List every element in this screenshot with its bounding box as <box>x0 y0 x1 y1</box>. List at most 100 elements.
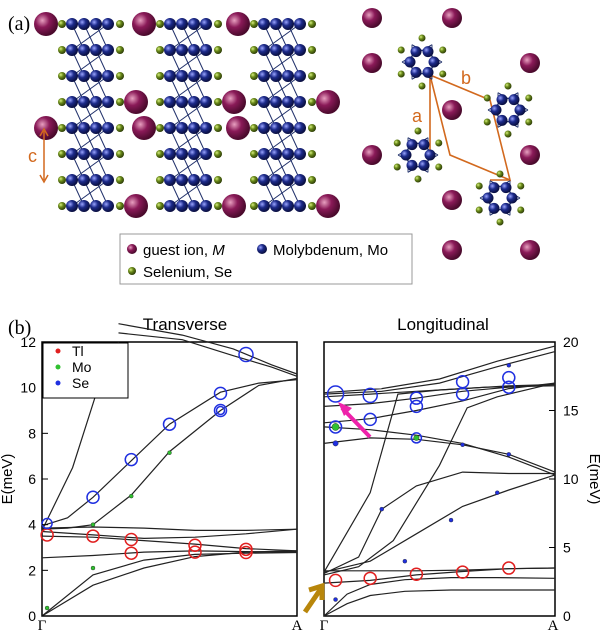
molybdenum-atom <box>508 94 520 106</box>
molybdenum-atom <box>294 148 306 160</box>
molybdenum-atom <box>164 200 176 212</box>
guest-ion-atom <box>442 8 462 28</box>
y-tick-label: 4 <box>28 517 36 533</box>
y-axis-label-left: E(meV) <box>0 454 16 505</box>
data-point-mo <box>44 605 50 611</box>
molybdenum-atom <box>176 70 188 82</box>
molybdenum-atom <box>282 148 294 160</box>
molybdenum-atom <box>66 174 78 186</box>
selenium-atom <box>250 176 258 184</box>
selenium-atom <box>397 70 405 78</box>
selenium-atom <box>250 46 258 54</box>
selenium-atom <box>397 46 405 54</box>
dispersion-branch <box>41 377 298 530</box>
molybdenum-atom <box>164 122 176 134</box>
selenium-atom <box>58 202 66 210</box>
dispersion-branch <box>323 383 556 398</box>
data-point-mo <box>331 423 340 431</box>
selenium-atom <box>156 150 164 158</box>
data-point-se <box>124 452 138 467</box>
data-point-se <box>455 387 470 401</box>
molybdenum-atom <box>200 200 212 212</box>
selenium-atom <box>439 46 447 54</box>
selenium-atom <box>156 72 164 80</box>
molybdenum-atom <box>164 174 176 186</box>
data-point-se <box>86 490 100 505</box>
molybdenum-atom <box>282 18 294 30</box>
molybdenum-atom <box>258 122 270 134</box>
selenium-atom <box>525 94 533 102</box>
molybdenum-atom <box>294 70 306 82</box>
molybdenum-atom <box>176 44 188 56</box>
selenium-atom <box>496 170 504 178</box>
selenium-atom <box>308 124 316 132</box>
guest-ion-atom <box>442 190 462 210</box>
molybdenum-atom <box>176 18 188 30</box>
legend-marker-tl <box>55 348 61 354</box>
guest-ion-atom <box>520 240 540 260</box>
molybdenum-atom <box>164 148 176 160</box>
selenium-atom <box>214 20 222 28</box>
molybdenum-atom <box>164 70 176 82</box>
selenium-atom <box>156 124 164 132</box>
selenium-atom <box>308 98 316 106</box>
guest-ion-atom <box>132 12 156 36</box>
y-tick-label: 15 <box>563 403 579 419</box>
molybdenum-atom <box>270 122 282 134</box>
selenium-atom <box>308 202 316 210</box>
selenium-atom <box>58 150 66 158</box>
a-tick-right: A <box>548 618 559 631</box>
molybdenum-atom <box>78 122 90 134</box>
selenium-atom <box>214 202 222 210</box>
data-point-mo <box>129 493 134 499</box>
data-point-se <box>213 386 228 401</box>
selenium-atom <box>496 218 504 226</box>
molybdenum-atom <box>66 96 78 108</box>
y-axis-label-right: E(meV) <box>586 454 600 505</box>
selenium-atom <box>58 72 66 80</box>
molybdenum-atom <box>270 148 282 160</box>
selenium-atom <box>308 20 316 28</box>
selenium-atom <box>58 46 66 54</box>
data-point-tl <box>502 561 516 575</box>
molybdenum-icon <box>257 244 267 254</box>
selenium-atom <box>250 98 258 106</box>
dispersion-branch <box>323 471 555 575</box>
transverse-title: Transverse <box>143 315 227 334</box>
molybdenum-atom <box>176 148 188 160</box>
guest-ion-atom <box>316 194 340 218</box>
selenium-atom <box>214 150 222 158</box>
longitudinal-chart: Longitudinal 0 5 10 15 20 Γ A E(meV) <box>302 315 600 631</box>
data-point-tl <box>188 538 202 552</box>
legend-marker-mo <box>55 364 61 370</box>
molybdenum-atom <box>410 46 422 58</box>
legend-label-mo: Mo <box>72 359 92 375</box>
gamma-tick-left: Γ <box>38 618 47 631</box>
molybdenum-atom <box>270 44 282 56</box>
dispersion-branch <box>323 426 556 476</box>
molybdenum-atom <box>424 149 436 161</box>
selenium-icon <box>128 267 136 275</box>
molybdenum-atom <box>176 96 188 108</box>
y-tick-label: 0 <box>563 608 571 624</box>
molybdenum-atom <box>506 192 518 204</box>
molybdenum-atom <box>188 174 200 186</box>
molybdenum-atom <box>258 18 270 30</box>
data-point-se <box>363 412 377 427</box>
selenium-atom <box>156 202 164 210</box>
molybdenum-atom <box>90 96 102 108</box>
molybdenum-atom <box>270 174 282 186</box>
guest-ion-atom <box>124 194 148 218</box>
molybdenum-atom <box>258 44 270 56</box>
y-tick-label: 8 <box>28 425 36 441</box>
molybdenum-atom <box>258 70 270 82</box>
molybdenum-atom <box>258 148 270 160</box>
molybdenum-atom <box>176 174 188 186</box>
molybdenum-atom <box>200 44 212 56</box>
molybdenum-atom <box>270 18 282 30</box>
selenium-atom <box>393 163 401 171</box>
data-point-se <box>379 506 384 512</box>
molybdenum-atom <box>282 96 294 108</box>
y-tick-label: 12 <box>20 334 36 350</box>
